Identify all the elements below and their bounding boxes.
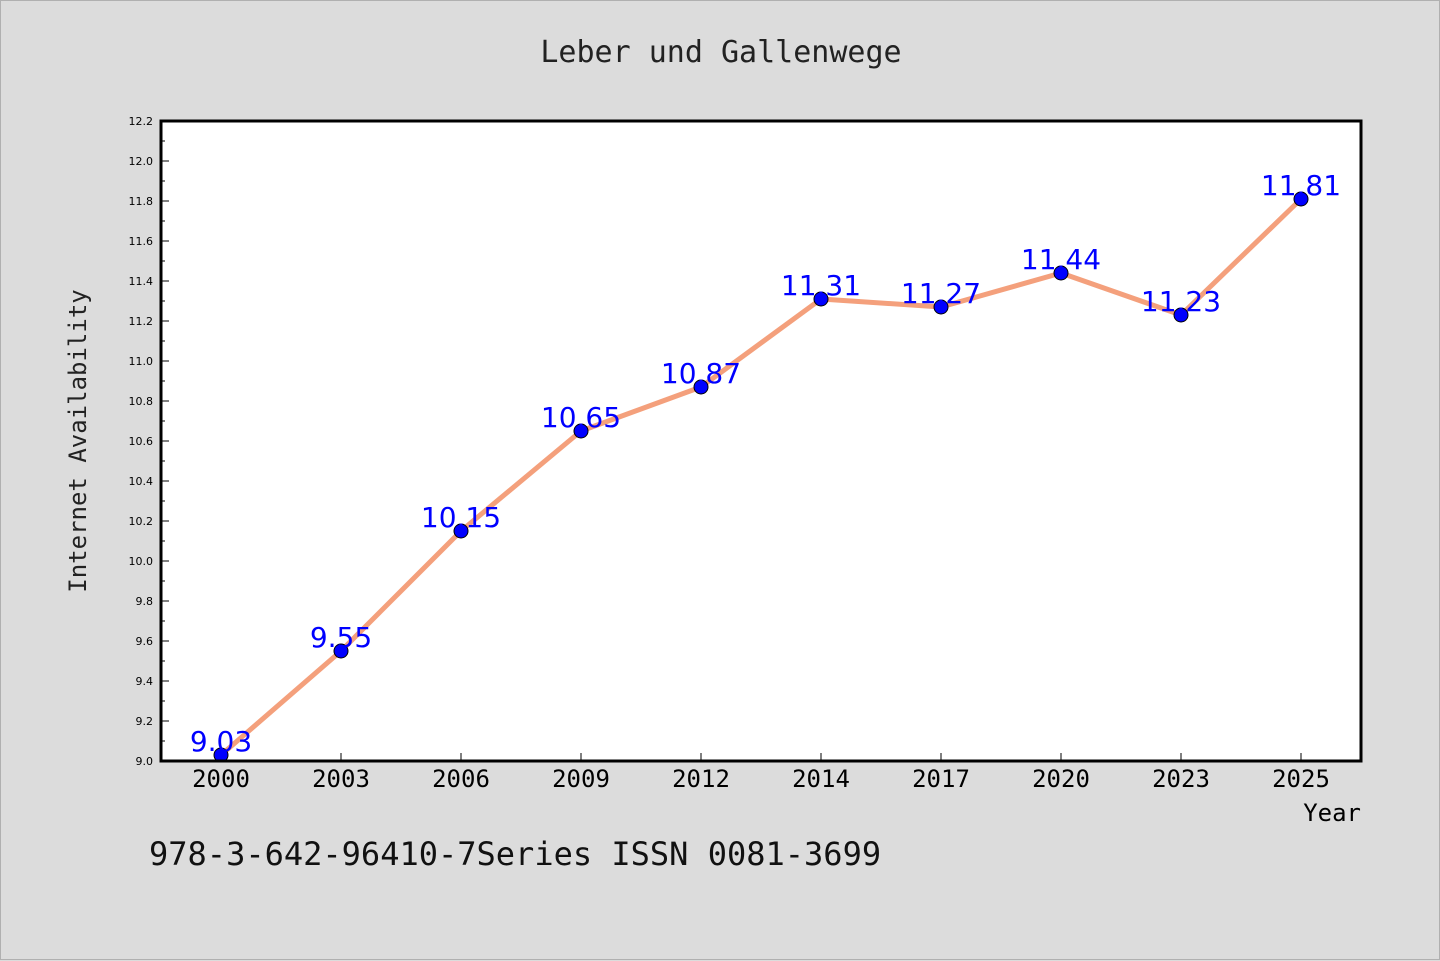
plot-frame	[159, 119, 1363, 763]
plot-area	[161, 121, 1361, 761]
y-tick-label: 9.6	[136, 635, 154, 648]
y-tick-label: 12.2	[129, 115, 154, 128]
data-point	[1173, 307, 1189, 323]
y-tick-label: 11.8	[129, 195, 154, 208]
data-point	[1053, 265, 1069, 281]
y-tick-label: 9.0	[136, 755, 154, 768]
y-tick-label: 9.8	[136, 595, 154, 608]
data-label: 11.23	[1141, 285, 1221, 318]
y-tick-label: 10.2	[129, 515, 154, 528]
y-tick-label: 9.2	[136, 715, 154, 728]
series-line	[218, 196, 1304, 758]
data-label: 11.81	[1261, 169, 1341, 202]
y-tick-label: 11.6	[129, 235, 154, 248]
x-tick-label: 2006	[432, 765, 490, 793]
x-tick-label: 2020	[1032, 765, 1090, 793]
y-tick-label: 11.2	[129, 315, 154, 328]
x-tick-label: 2025	[1272, 765, 1330, 793]
y-tick-label: 10.4	[129, 475, 154, 488]
data-point	[813, 291, 829, 307]
data-label: 11.27	[901, 277, 981, 310]
x-tick-label: 2003	[312, 765, 370, 793]
data-label: 10.15	[421, 501, 501, 534]
x-tick-label: 2000	[192, 765, 250, 793]
x-tick-label: 2017	[912, 765, 970, 793]
y-tick-label: 10.6	[129, 435, 154, 448]
x-tick-label: 2009	[552, 765, 610, 793]
data-label: 10.87	[661, 357, 741, 390]
data-point	[693, 379, 709, 395]
y-tick-label: 12.0	[129, 155, 154, 168]
data-point	[453, 523, 469, 539]
y-tick-label: 11.0	[129, 355, 154, 368]
y-tick-label: 11.4	[129, 275, 154, 288]
data-point	[573, 423, 589, 439]
x-tick-label: 2023	[1152, 765, 1210, 793]
data-point	[333, 643, 349, 659]
chart-title: Leber und Gallenwege	[540, 35, 902, 70]
data-label: 11.44	[1021, 243, 1101, 276]
x-axis-label: Year	[1303, 799, 1361, 827]
footer-note: 978-3-642-96410-7Series ISSN 0081-3699	[149, 835, 882, 873]
x-tick-label: 2012	[672, 765, 730, 793]
y-tick-label: 10.8	[129, 395, 154, 408]
data-point	[933, 299, 949, 315]
data-point	[1293, 191, 1309, 207]
data-label: 11.31	[781, 269, 861, 302]
data-label: 9.55	[310, 621, 372, 654]
y-tick-label: 9.4	[136, 675, 154, 688]
data-label: 10.65	[541, 401, 621, 434]
x-tick-label: 2014	[792, 765, 850, 793]
y-tick-label: 10.0	[129, 555, 154, 568]
data-label: 9.03	[190, 725, 252, 758]
y-axis-label: Internet Availability	[64, 289, 92, 592]
